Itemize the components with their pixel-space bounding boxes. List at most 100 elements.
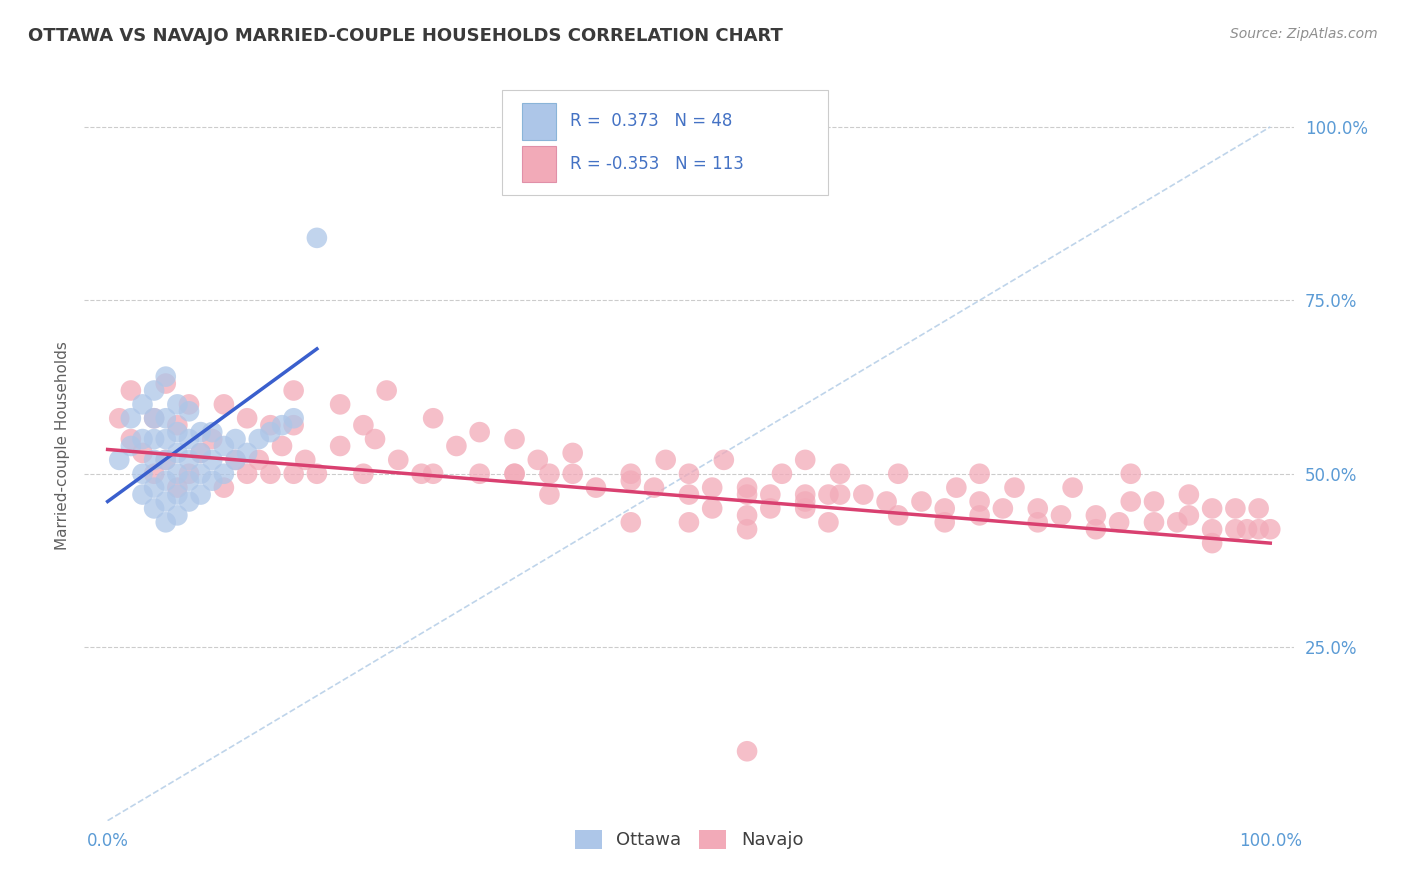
Point xyxy=(794,501,817,516)
Point xyxy=(177,453,200,467)
Point xyxy=(1119,467,1142,481)
Text: R =  0.373   N = 48: R = 0.373 N = 48 xyxy=(571,112,733,130)
Point xyxy=(131,432,153,446)
Point xyxy=(190,487,212,501)
Point xyxy=(503,432,526,446)
Point xyxy=(120,411,142,425)
Point xyxy=(1201,522,1223,536)
Point xyxy=(155,453,177,467)
Point xyxy=(305,231,328,245)
Point xyxy=(1247,522,1270,536)
Point xyxy=(201,474,224,488)
Point xyxy=(1225,522,1247,536)
Point xyxy=(283,384,305,398)
Point xyxy=(770,467,793,481)
Point xyxy=(166,467,188,481)
Point xyxy=(283,418,305,433)
Point xyxy=(108,411,131,425)
Point xyxy=(166,397,188,411)
Point xyxy=(120,432,142,446)
Point xyxy=(177,474,200,488)
FancyBboxPatch shape xyxy=(522,103,555,139)
Point xyxy=(934,501,956,516)
Point xyxy=(225,432,247,446)
Point xyxy=(131,467,153,481)
Point xyxy=(735,481,758,495)
Point xyxy=(155,516,177,530)
Point xyxy=(1236,522,1258,536)
Point xyxy=(305,467,328,481)
Point xyxy=(1225,501,1247,516)
Point xyxy=(155,453,177,467)
Point xyxy=(503,467,526,481)
Point xyxy=(561,446,583,460)
Point xyxy=(236,467,259,481)
Point xyxy=(155,474,177,488)
Point xyxy=(177,404,200,418)
Point xyxy=(887,467,910,481)
Point xyxy=(468,425,491,439)
Point xyxy=(143,453,166,467)
Point xyxy=(713,453,735,467)
Point xyxy=(1247,501,1270,516)
Point xyxy=(620,467,643,481)
Point xyxy=(620,516,643,530)
Point xyxy=(329,397,352,411)
Y-axis label: Married-couple Households: Married-couple Households xyxy=(55,342,70,550)
Point xyxy=(190,467,212,481)
Point xyxy=(735,744,758,758)
Point xyxy=(969,508,991,523)
Point xyxy=(352,467,374,481)
Point xyxy=(259,467,281,481)
Point xyxy=(143,481,166,495)
Point xyxy=(166,446,188,460)
Point xyxy=(446,439,468,453)
Point xyxy=(585,481,607,495)
Point xyxy=(271,439,294,453)
Point xyxy=(538,467,561,481)
Point xyxy=(830,467,852,481)
Point xyxy=(527,453,550,467)
Point xyxy=(794,453,817,467)
Point xyxy=(876,494,898,508)
Point xyxy=(131,446,153,460)
Point xyxy=(422,467,444,481)
Point xyxy=(1201,536,1223,550)
Point xyxy=(620,474,643,488)
Point xyxy=(678,516,700,530)
Point xyxy=(503,467,526,481)
Point xyxy=(143,467,166,481)
Point xyxy=(271,418,294,433)
Point xyxy=(155,411,177,425)
Point xyxy=(177,432,200,446)
Point xyxy=(143,501,166,516)
Point xyxy=(678,467,700,481)
Point xyxy=(120,439,142,453)
Point xyxy=(817,487,839,501)
Point xyxy=(1062,481,1084,495)
Point xyxy=(155,369,177,384)
Point xyxy=(143,411,166,425)
Point xyxy=(212,467,235,481)
Point xyxy=(259,425,281,439)
Point xyxy=(190,425,212,439)
Point xyxy=(887,508,910,523)
Point xyxy=(643,481,665,495)
Point xyxy=(177,397,200,411)
Point xyxy=(120,384,142,398)
Point xyxy=(422,411,444,425)
Point xyxy=(654,453,676,467)
Point xyxy=(201,432,224,446)
Point xyxy=(283,411,305,425)
Point xyxy=(1258,522,1281,536)
Point xyxy=(411,467,433,481)
Point xyxy=(166,425,188,439)
Point xyxy=(1026,501,1049,516)
Point xyxy=(1084,522,1107,536)
FancyBboxPatch shape xyxy=(522,145,555,182)
Point xyxy=(561,467,583,481)
Point xyxy=(177,494,200,508)
Point xyxy=(934,516,956,530)
Point xyxy=(1004,481,1026,495)
Point xyxy=(166,487,188,501)
